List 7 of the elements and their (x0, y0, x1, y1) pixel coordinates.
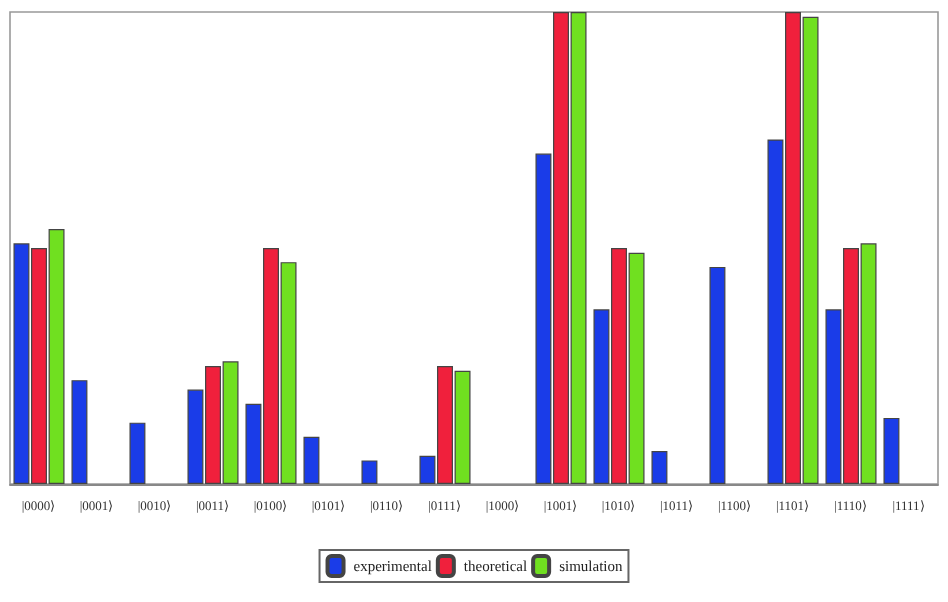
bar (71, 380, 88, 484)
bar (651, 450, 668, 484)
bar (303, 436, 320, 484)
bar (709, 266, 726, 484)
bar (361, 460, 378, 484)
bar (129, 422, 146, 484)
bar (883, 417, 900, 484)
